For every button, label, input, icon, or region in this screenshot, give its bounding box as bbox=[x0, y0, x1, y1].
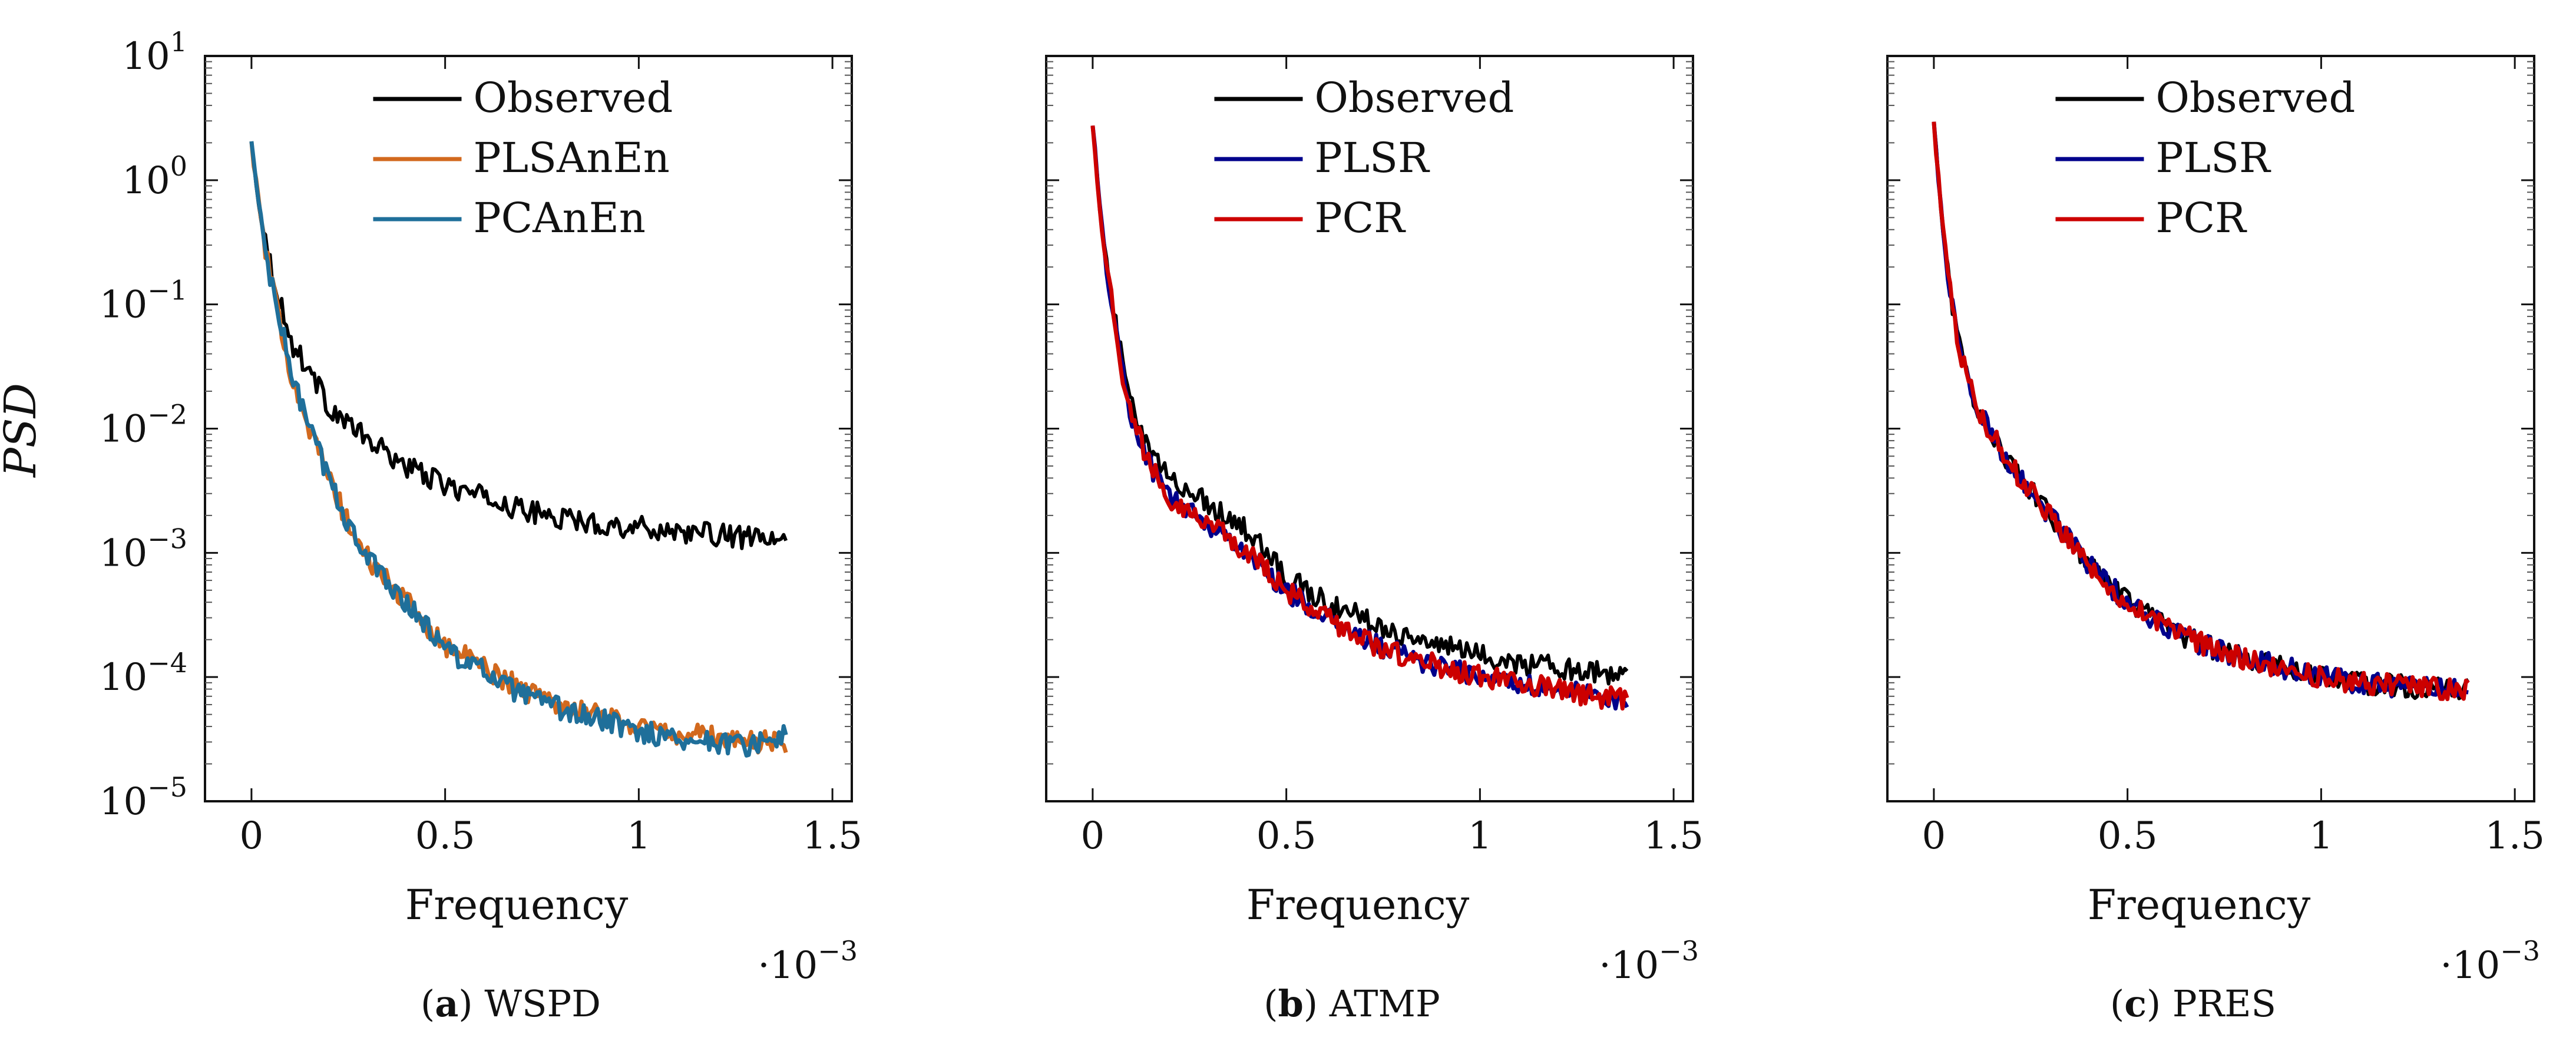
x-scale-multiplier: ·10−3 bbox=[2440, 935, 2540, 987]
series-group bbox=[249, 141, 788, 758]
legend-label: Observed bbox=[473, 74, 673, 122]
series-line-observed bbox=[249, 141, 788, 550]
panel-b: 0 0.5 1 1.5 Frequency ·10−3 Observed PLSR PCR (b)… bbox=[1045, 55, 1704, 1025]
legend-label: Observed bbox=[1314, 74, 1514, 122]
x-tick-label: 0.5 bbox=[2098, 814, 2158, 858]
legend: Observed PLSR PCR bbox=[2055, 74, 2355, 242]
x-scale-multiplier: ·10−3 bbox=[1599, 935, 1699, 987]
y-tick-label: 10−1 bbox=[100, 275, 187, 327]
y-tick-label: 10−3 bbox=[100, 523, 187, 575]
x-axis-title: Frequency bbox=[1246, 881, 1470, 929]
x-scale-multiplier: ·10−3 bbox=[758, 935, 858, 987]
legend-label: PCR bbox=[2155, 194, 2247, 242]
legend: Observed PLSAnEn PCAnEn bbox=[373, 74, 673, 242]
legend-label: Observed bbox=[2155, 74, 2355, 122]
x-tick-label: 1 bbox=[1468, 814, 1492, 858]
x-tick-label: 0 bbox=[240, 814, 264, 858]
panel-a: 101 100 10−1 10−2 10−3 10−4 10−5 0 0.5 1 1.5 Freque… bbox=[100, 26, 862, 1025]
x-tick-label: 0 bbox=[1081, 814, 1105, 858]
series-line-observed bbox=[1090, 125, 1629, 686]
y-tick-label: 10−2 bbox=[100, 399, 187, 451]
x-tick-label: 1.5 bbox=[802, 814, 862, 858]
series-line-pcanen bbox=[249, 141, 788, 758]
legend: Observed PLSR PCR bbox=[1214, 74, 1514, 242]
panel-c: 0 0.5 1 1.5 Frequency ·10−3 Observed PLSR PCR (c)… bbox=[1886, 55, 2545, 1025]
panel-caption: (c) PRES bbox=[2110, 982, 2276, 1025]
legend-label: PLSR bbox=[1314, 134, 1430, 182]
x-tick-label: 1.5 bbox=[2485, 814, 2545, 858]
y-tick-label: 101 bbox=[122, 26, 187, 78]
legend-label: PCAnEn bbox=[473, 194, 645, 242]
legend-label: PCR bbox=[1314, 194, 1406, 242]
y-tick-label: 10−5 bbox=[100, 771, 187, 824]
x-tick-label: 0.5 bbox=[1256, 814, 1317, 858]
series-group bbox=[1090, 125, 1629, 711]
x-tick-label: 0.5 bbox=[415, 814, 475, 858]
x-tick-label: 0 bbox=[1922, 814, 1946, 858]
x-tick-label: 1 bbox=[2309, 814, 2333, 858]
series-line-pcr bbox=[1090, 125, 1629, 711]
y-axis-title-group: PSD bbox=[0, 383, 46, 478]
series-group bbox=[1932, 121, 2470, 702]
x-axis-title: Frequency bbox=[2088, 881, 2311, 929]
y-axis-title: PSD bbox=[0, 383, 46, 478]
panel-caption: (b) ATMP bbox=[1264, 982, 1440, 1025]
x-tick-label: 1.5 bbox=[1644, 814, 1704, 858]
legend-label: PLSAnEn bbox=[473, 134, 669, 182]
x-tick-label: 1 bbox=[627, 814, 651, 858]
y-tick-label: 100 bbox=[122, 150, 187, 203]
x-axis-title: Frequency bbox=[405, 881, 629, 929]
legend-label: PLSR bbox=[2155, 134, 2271, 182]
series-line-pcr bbox=[1932, 121, 2470, 702]
panel-caption: (a) WSPD bbox=[421, 982, 601, 1025]
y-tick-label: 10−4 bbox=[100, 647, 187, 699]
